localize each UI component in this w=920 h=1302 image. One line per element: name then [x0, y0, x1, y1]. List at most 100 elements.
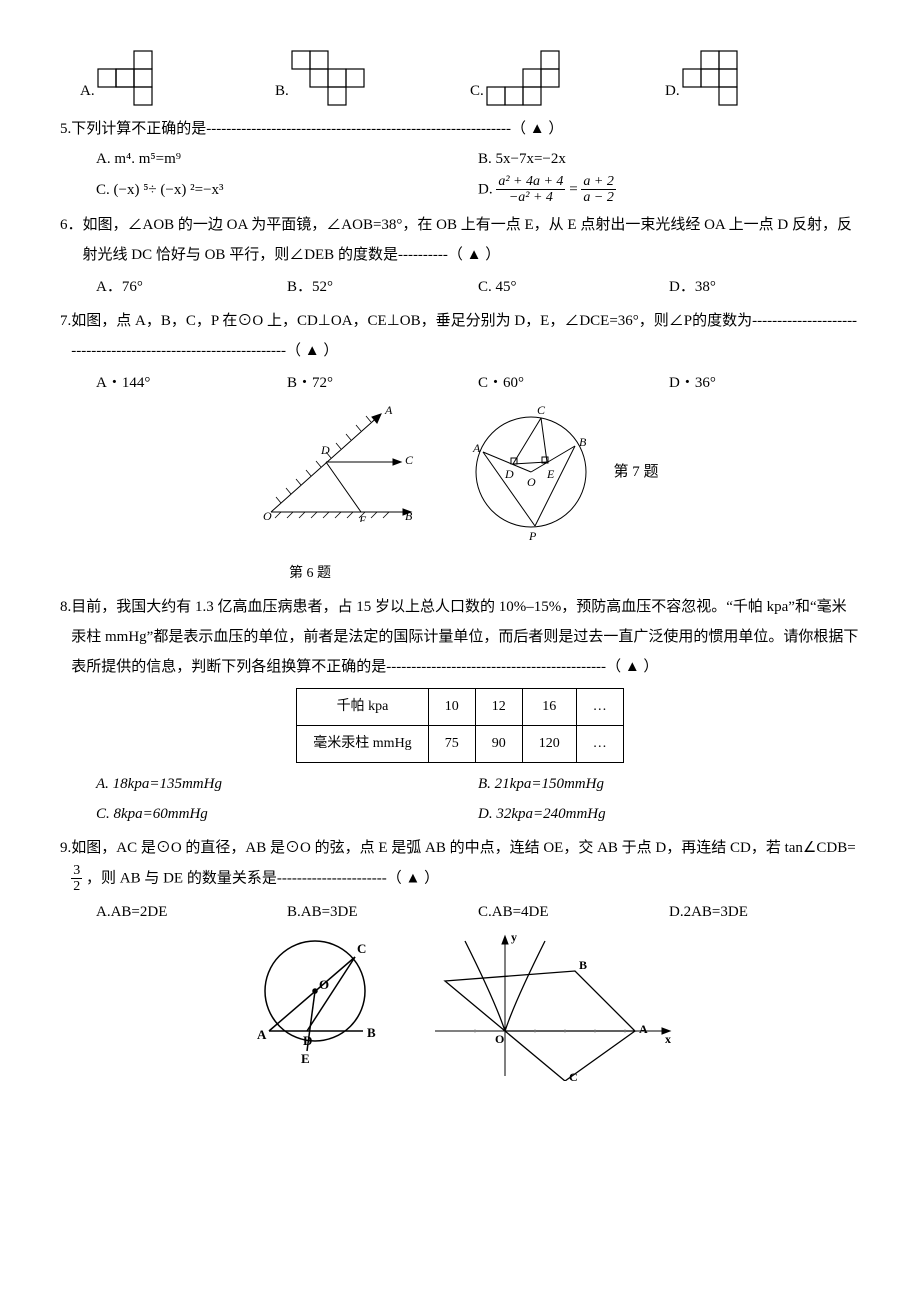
q4-opt-b-label: B.: [275, 76, 289, 106]
svg-text:D: D: [320, 443, 330, 457]
fig6-wrap: OA BC DE: [261, 402, 421, 542]
q7-opt-a: A・144°: [96, 368, 287, 398]
th-kpa: 千帕 kpa: [297, 688, 428, 725]
figures-6-7: O A B C D E C A B P OD E: [60, 402, 860, 542]
q9-opt-a: A.AB=2DE: [96, 897, 287, 927]
svg-text:B: B: [405, 509, 413, 522]
q5-eq: =: [569, 181, 581, 197]
svg-text:B: B: [367, 1025, 376, 1040]
q8-opt-d-text: D. 32kpa=240mmHg: [478, 806, 606, 822]
blank-marker: （ ▲ ）: [511, 121, 563, 137]
net-c-icon: [486, 50, 560, 106]
svg-text:O: O: [527, 475, 536, 489]
dash-line: ----------------------------------------…: [386, 659, 606, 675]
svg-text:O: O: [495, 1032, 504, 1046]
q8-opt-a: A. 18kpa=135mmHg: [96, 769, 478, 799]
q5-frac1-num: a² + 4a + 4: [496, 174, 565, 190]
svg-text:C: C: [405, 453, 414, 467]
q9-opt-c: C.AB=4DE: [478, 897, 669, 927]
cell: 12: [475, 688, 522, 725]
fig7-diagram-icon: C A B P OD E: [461, 402, 601, 542]
blank-marker: （ ▲ ）: [286, 343, 338, 359]
svg-text:E: E: [301, 1051, 310, 1066]
svg-text:x: x: [665, 1032, 671, 1046]
q8-opt-b: B. 21kpa=150mmHg: [478, 769, 860, 799]
q7: 7. 如图，点 A，B，C，P 在⊙O 上，CD⊥OA，CE⊥OB，垂足分别为 …: [60, 306, 860, 398]
q7-number: 7.: [60, 306, 71, 366]
q8-opt-c-text: C. 8kpa=60mmHg: [96, 806, 208, 822]
q9-stem-b: ，则 AB 与 DE 的数量关系是: [86, 870, 277, 886]
q5-opt-c: C. (−x) ⁵÷ (−x) ²=−x³: [96, 175, 478, 205]
dash-line: ----------------------------------------…: [206, 121, 511, 137]
q4-opt-c: C.: [470, 50, 665, 106]
fig7-caption: 第 7 题: [613, 457, 658, 487]
q9: 9. 如图，AC 是⊙O 的直径，AB 是⊙O 的弦，点 E 是弧 AB 的中点…: [60, 833, 860, 927]
svg-text:E: E: [546, 467, 555, 481]
net-b-icon: [291, 50, 365, 106]
q5-frac2-num: a + 2: [581, 174, 615, 190]
q5: 5. 下列计算不正确的是----------------------------…: [60, 114, 860, 206]
q9-frac: 3 2: [71, 863, 82, 895]
cell: …: [576, 688, 623, 725]
blank-marker: （ ▲ ）: [448, 247, 500, 263]
dash-line: ----------: [398, 247, 448, 263]
cell: 75: [428, 725, 475, 762]
q5-opt-d-label: D.: [478, 181, 493, 197]
svg-text:P: P: [528, 529, 537, 542]
q5-text: 下列计算不正确的是-------------------------------…: [71, 114, 860, 144]
q5-opt-a: A. m⁴. m⁵=m⁹: [96, 144, 478, 174]
svg-text:O: O: [263, 509, 272, 522]
cell: 90: [475, 725, 522, 762]
net-a-icon: [97, 50, 153, 106]
q6-opt-c: C. 45°: [478, 272, 669, 302]
svg-text:A: A: [639, 1022, 648, 1036]
q8-text: 目前，我国大约有 1.3 亿高血压病患者，占 15 岁以上总人口数的 10%–1…: [71, 592, 860, 682]
q5-frac2: a + 2 a − 2: [581, 174, 615, 206]
cell: 10: [428, 688, 475, 725]
q4-opt-a-label: A.: [80, 76, 95, 106]
q4-opt-a: A.: [80, 50, 275, 106]
q5-opt-d: D. a² + 4a + 4 −a² + 4 = a + 2 a − 2: [478, 174, 860, 206]
q9-frac-den: 2: [71, 879, 82, 894]
th-mmhg: 毫米汞柱 mmHg: [297, 725, 428, 762]
net-d-icon: [682, 50, 738, 106]
svg-text:E: E: [358, 513, 367, 522]
cell: 120: [522, 725, 576, 762]
svg-text:D: D: [303, 1033, 312, 1048]
q4-opt-d-label: D.: [665, 76, 680, 106]
q8-opt-b-text: B. 21kpa=150mmHg: [478, 776, 604, 792]
svg-text:O: O: [319, 977, 329, 992]
table-row: 千帕 kpa 10 12 16 …: [297, 688, 623, 725]
q6-opt-d: D．38°: [669, 272, 860, 302]
q5-stem: 下列计算不正确的是: [71, 121, 206, 137]
q7-opt-d: D・36°: [669, 368, 860, 398]
q5-frac1-den: −a² + 4: [496, 190, 565, 205]
fig9-diagram-icon: AB CO DE: [245, 931, 395, 1071]
q9-opt-d: D.2AB=3DE: [669, 897, 860, 927]
q7-text: 如图，点 A，B，C，P 在⊙O 上，CD⊥OA，CE⊥OB，垂足分别为 D，E…: [71, 306, 860, 366]
q6-opt-b: B．52°: [287, 272, 478, 302]
svg-text:B: B: [579, 435, 587, 449]
q5-number: 5.: [60, 114, 71, 144]
blank-marker: （ ▲ ）: [606, 659, 658, 675]
table-row: 毫米汞柱 mmHg 75 90 120 …: [297, 725, 623, 762]
q9-opt-b: B.AB=3DE: [287, 897, 478, 927]
svg-text:C: C: [569, 1070, 578, 1081]
q7-opt-b: B・72°: [287, 368, 478, 398]
svg-text:A: A: [257, 1027, 267, 1042]
svg-text:C: C: [537, 403, 546, 417]
q4-opt-d: D.: [665, 50, 860, 106]
q7-opt-c: C・60°: [478, 368, 669, 398]
svg-text:D: D: [504, 467, 514, 481]
q5-frac1: a² + 4a + 4 −a² + 4: [496, 174, 565, 206]
svg-text:A: A: [472, 441, 481, 455]
svg-text:y: y: [511, 931, 517, 944]
q9-frac-num: 3: [71, 863, 82, 879]
fig10-diagram-icon: yx OA BC: [435, 931, 675, 1081]
q6-text: 如图，∠AOB 的一边 OA 为平面镜，∠AOB=38°，在 OB 上有一点 E…: [83, 210, 860, 270]
q7-stem: 如图，点 A，B，C，P 在⊙O 上，CD⊥OA，CE⊥OB，垂足分别为 D，E…: [71, 313, 752, 329]
blank-marker: （ ▲ ）: [387, 870, 439, 886]
dash-line: ----------------------: [277, 870, 387, 886]
cell: …: [576, 725, 623, 762]
q8-number: 8.: [60, 592, 71, 682]
